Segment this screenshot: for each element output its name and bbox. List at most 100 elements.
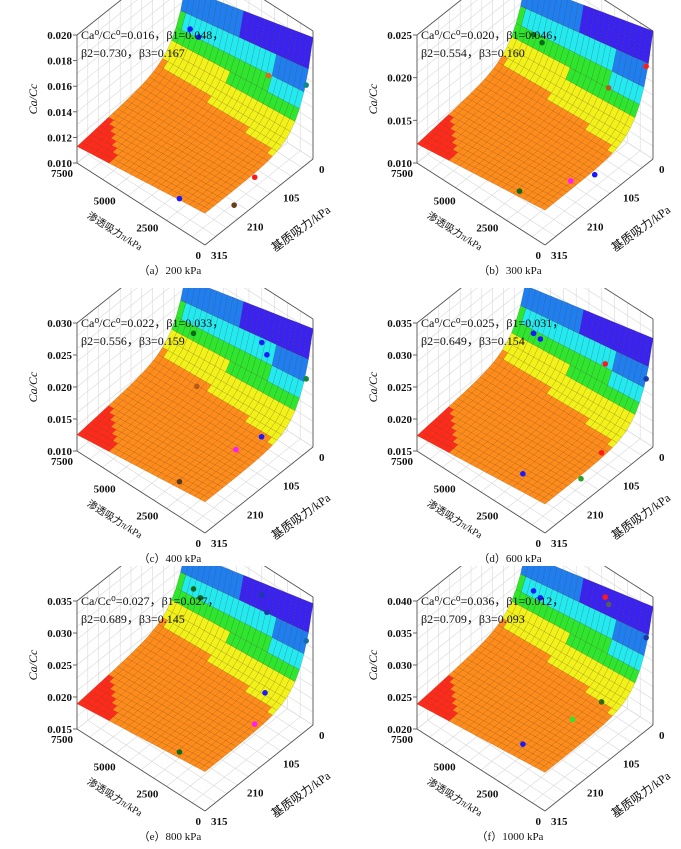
surface — [76, 0, 314, 214]
surface-cell — [437, 711, 449, 719]
box-edge — [416, 0, 462, 36]
annotation-line-1: Ca⁰/Cc⁰=0.016，β1=0.048， — [81, 28, 224, 42]
matric-axis-label: 基质吸力/kPa — [609, 202, 674, 254]
data-point — [262, 690, 268, 696]
data-point — [303, 376, 309, 382]
z-tick-label: 0.035 — [47, 596, 72, 608]
annotation-line-1: Ca/Cc⁰=0.027，β1=0.027， — [81, 594, 219, 608]
surface-plot-f: 0.040 0.035 0.030 0.025 0.020 Ca/Cc 7500 5000 25… — [366, 566, 674, 828]
z-tick-label: 0.030 — [387, 660, 412, 672]
matric-axis-label: 基质吸力/kPa — [269, 202, 334, 254]
z-tick-label: 0.040 — [387, 596, 412, 608]
osmotic-tick-label: 7500 — [391, 734, 414, 746]
y-axis-label: Ca/Cc — [366, 649, 380, 680]
z-tick-label: 0.016 — [47, 81, 72, 93]
z-tick-label: 0.010 — [47, 446, 72, 458]
caption-d: （d）600 kPa — [478, 553, 542, 565]
box-edge — [416, 288, 462, 324]
matric-tick-label: 105 — [623, 193, 640, 205]
osmotic-tick-label: 7500 — [391, 456, 414, 468]
z-axis: 0.035 0.030 0.025 0.020 0.015 Ca/Cc — [366, 318, 417, 458]
z-tick-label: 0.015 — [387, 115, 412, 127]
y-axis-label: Ca/Cc — [366, 83, 380, 114]
surface-cell — [512, 482, 524, 491]
box-edge — [603, 0, 654, 32]
matric-tick-label: 105 — [623, 481, 640, 493]
z-tick-label: 0.020 — [47, 30, 72, 42]
panel-b: 0.025 0.020 0.015 0.010 Ca/Cc 7500 5000 2500 0 渗透… — [340, 0, 680, 283]
box-edge — [544, 446, 654, 534]
data-point — [598, 449, 605, 456]
matric-tick-label: 315 — [551, 250, 568, 262]
y-axis-label: Ca/Cc — [26, 649, 40, 680]
osmotic-tick-label: 2500 — [136, 789, 159, 801]
caption-e: （e）800 kPa — [138, 831, 202, 843]
y-axis-label: Ca/Cc — [366, 371, 380, 402]
box-edge — [76, 0, 122, 36]
grid-line — [427, 154, 556, 237]
data-point — [233, 446, 239, 453]
osmotic-tick-label: 5000 — [434, 483, 457, 495]
data-point — [602, 594, 609, 600]
grid-line — [416, 288, 654, 337]
grid-line — [87, 154, 216, 237]
data-point — [539, 39, 545, 46]
surface-cell — [469, 459, 481, 468]
z-tick-label: 0.030 — [387, 350, 412, 362]
annotation-line-2: β2=0.730，β3=0.167 — [81, 46, 185, 60]
z-tick-label: 0.015 — [47, 414, 72, 426]
surface-cell — [501, 745, 513, 753]
z-tick-label: 0.020 — [387, 414, 412, 426]
grid-line — [416, 566, 654, 615]
grid-line — [427, 442, 556, 525]
osmotic-tick-label: 7500 — [391, 168, 414, 180]
surface-cell — [156, 472, 168, 480]
data-point — [530, 31, 537, 38]
surface-cell — [459, 722, 470, 730]
box-edge — [416, 728, 546, 812]
box-edge — [204, 446, 314, 534]
surface-cell — [167, 189, 178, 197]
matric-tick-label: 210 — [587, 509, 604, 521]
matric-tick-label: 105 — [623, 759, 640, 771]
surface-cell — [119, 452, 130, 461]
z-axis: 0.035 0.030 0.025 0.020 0.015 Ca/Cc — [26, 596, 77, 736]
data-point — [264, 609, 270, 616]
surface-cell — [167, 747, 178, 755]
matric-tick-label: 315 — [211, 538, 228, 550]
grid-line — [76, 288, 314, 337]
surface-cell — [177, 753, 189, 761]
data-point — [303, 638, 309, 644]
box-edge — [263, 0, 314, 32]
box-edge — [603, 288, 654, 320]
osmotic-tick-label: 5000 — [94, 195, 117, 207]
z-tick-label: 0.010 — [387, 158, 412, 170]
box-edge — [263, 288, 314, 320]
surface-cell — [183, 756, 194, 764]
matric-axis-label: 基质吸力/kPa — [269, 490, 334, 542]
surface-cell — [199, 206, 210, 214]
matric-tick-label: 0 — [319, 452, 325, 464]
matric-tick-label: 315 — [551, 538, 568, 550]
data-point — [194, 383, 200, 390]
surface-plot-a: 0.020 0.018 0.016 0.014 0.012 0.010 Ca/Cc 7500 5… — [26, 0, 334, 262]
surface — [416, 0, 654, 211]
surface-cell — [161, 745, 173, 753]
grid-line — [76, 0, 314, 49]
matric-tick-label: 105 — [283, 481, 300, 493]
surface-plot-b: 0.0250.0200.0150.010Ca/Cc7500500025000渗透… — [366, 0, 674, 262]
data-point — [251, 721, 258, 727]
osmotic-tick-label: 2500 — [476, 511, 499, 523]
annotation-line-2: β2=0.649，β3=0.154 — [421, 334, 525, 348]
y-axis-label: Ca/Cc — [26, 371, 40, 402]
data-point — [537, 595, 544, 601]
surface-cell — [103, 156, 114, 164]
z-axis: 0.020 0.018 0.016 0.014 0.012 0.010 Ca/Cc — [26, 30, 77, 170]
data-point — [190, 586, 197, 592]
matric-tick-label: 315 — [211, 816, 228, 828]
annotation-line-1: Ca⁰/Cc⁰=0.022，β1=0.033， — [81, 316, 224, 330]
surface-cell — [183, 198, 194, 206]
data-point — [187, 26, 193, 32]
z-axis: 0.025 0.020 0.015 0.010 Ca/Cc — [366, 30, 417, 170]
y-axis-label: Ca/Cc — [26, 83, 40, 114]
